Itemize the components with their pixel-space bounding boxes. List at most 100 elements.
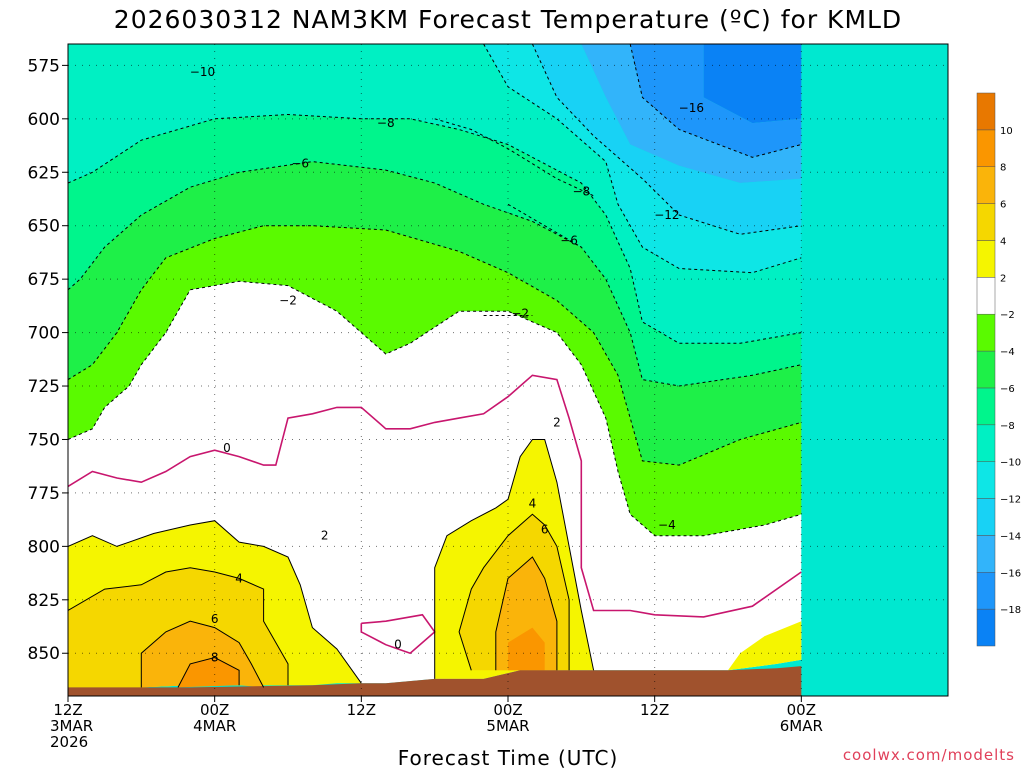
contour-line--16	[629, 44, 802, 158]
contour-line-4	[68, 567, 289, 686]
x-tick-label: 5MAR	[486, 717, 529, 735]
colorbar-label: 10	[1000, 126, 1013, 137]
contour-line--4	[68, 225, 802, 466]
temperature-region-8-to-10	[178, 657, 240, 688]
colorbar-swatch	[976, 387, 996, 426]
contour-label: 4	[235, 571, 243, 585]
colorbar-label: −4	[1000, 347, 1015, 358]
temperature-region--8-to--6	[68, 114, 802, 386]
contour-label: −12	[654, 208, 679, 222]
terrain-surface	[68, 666, 802, 696]
colorbar-label: −18	[1000, 605, 1021, 616]
y-tick-label: 675	[28, 270, 60, 290]
contour-label: −2	[511, 306, 529, 320]
x-tick-label: 12Z	[640, 701, 669, 719]
colorbar-swatch	[976, 572, 996, 610]
colorbar-label: 4	[1000, 236, 1006, 247]
y-tick-label: 575	[28, 56, 60, 76]
y-tick-label: 850	[28, 644, 60, 664]
y-tick-label: 700	[28, 324, 60, 344]
colorbar-label: −2	[1000, 310, 1015, 321]
colorbar-label: −14	[1000, 531, 1021, 542]
colorbar-swatch	[976, 535, 996, 573]
y-tick-label: 625	[28, 163, 60, 183]
colorbar-swatch	[976, 424, 996, 462]
contour-label: 0	[394, 638, 402, 652]
contour-label: 6	[541, 522, 549, 536]
colorbar-swatch	[976, 92, 996, 131]
y-tick-label: 775	[28, 484, 60, 504]
temperature-region--4-to--2	[68, 225, 802, 536]
colorbar-swatch	[976, 166, 996, 204]
contour-label: −8	[572, 185, 590, 199]
x-tick-label: 6MAR	[780, 717, 823, 735]
y-tick-label: 750	[28, 430, 60, 450]
contour-label: 4	[529, 497, 537, 511]
contour-label: −10	[190, 65, 215, 79]
x-tick-label: 3MAR	[50, 717, 93, 735]
x-axis-label: Forecast Time (UTC)	[398, 746, 619, 768]
temperature-region--20-to--18	[703, 44, 802, 124]
colorbar-label: 8	[1000, 163, 1006, 174]
contour-line-6	[140, 620, 265, 688]
contour-label: 2	[321, 529, 329, 543]
contour-line-8	[177, 656, 240, 688]
colorbar-label: −8	[1000, 421, 1015, 432]
colorbar-label: 2	[1000, 273, 1006, 284]
x-tick-label: 00Z	[200, 701, 229, 719]
contour-line--10	[483, 44, 802, 274]
colorbar-label: −12	[1000, 495, 1021, 506]
contour-line-6	[495, 556, 558, 671]
contour-line--8	[434, 118, 594, 197]
colorbar-label: −16	[1000, 568, 1021, 579]
temperature-region--18-to--16	[630, 44, 802, 158]
colorbar: −18 −16 −14 −12 −10 −8 −6 −4 −2 2 4 6 8 10	[976, 92, 1021, 647]
colorbar-swatch	[976, 313, 996, 352]
colorbar-swatch	[976, 277, 996, 315]
contour-label: 8	[211, 651, 219, 665]
temperature-region--6-to--4	[68, 161, 802, 466]
contour-label: −4	[658, 518, 676, 532]
x-tick-label: 12Z	[347, 701, 376, 719]
contour-line-0	[360, 613, 436, 655]
contour-line-4	[458, 513, 570, 671]
contour-line--2	[68, 280, 802, 537]
x-tick-label: 00Z	[493, 701, 522, 719]
y-tick-label: 725	[28, 377, 60, 397]
temperature-region--14-to--12	[532, 44, 802, 235]
contour-line--8	[68, 113, 802, 344]
contour-line-2	[434, 439, 595, 679]
colorbar-swatch	[976, 240, 996, 278]
contour-line--12	[531, 44, 802, 235]
contour-label: 6	[211, 612, 219, 626]
contour-label: −6	[560, 234, 578, 248]
chart-title: 2026030312 NAM3KM Forecast Temperature (…	[114, 5, 902, 34]
x-tick-label: 12Z	[53, 701, 82, 719]
x-tick-label: 4MAR	[193, 717, 236, 735]
colorbar-label: 6	[1000, 200, 1006, 211]
temperature-region-8-to-10	[508, 627, 545, 671]
contour-label: 2	[553, 415, 561, 429]
colorbar-swatch	[976, 129, 996, 167]
colorbar-swatch	[976, 498, 996, 536]
colorbar-label: −10	[1000, 458, 1021, 469]
x-tick-label: 00Z	[787, 701, 816, 719]
y-tick-label: 650	[28, 217, 60, 237]
contour-label: −16	[679, 101, 704, 115]
temperature-region--16-to--14	[581, 44, 802, 183]
colorbar-swatch	[976, 608, 996, 647]
colorbar-label: −6	[1000, 384, 1015, 395]
axes: 57560062565067570072575077580082585012Z3…	[28, 43, 949, 751]
contour-label: −6	[291, 157, 309, 171]
x-tick-label: 2026	[50, 733, 88, 751]
contour-label: −8	[377, 116, 395, 130]
temperature-region--12-to--10	[483, 44, 802, 273]
temperature-region--10-to--8	[68, 44, 802, 344]
y-tick-label: 800	[28, 537, 60, 557]
contour-line--6	[68, 161, 802, 387]
contour-label: 0	[223, 441, 231, 455]
contour-label: −2	[279, 294, 297, 308]
y-tick-label: 600	[28, 110, 60, 130]
